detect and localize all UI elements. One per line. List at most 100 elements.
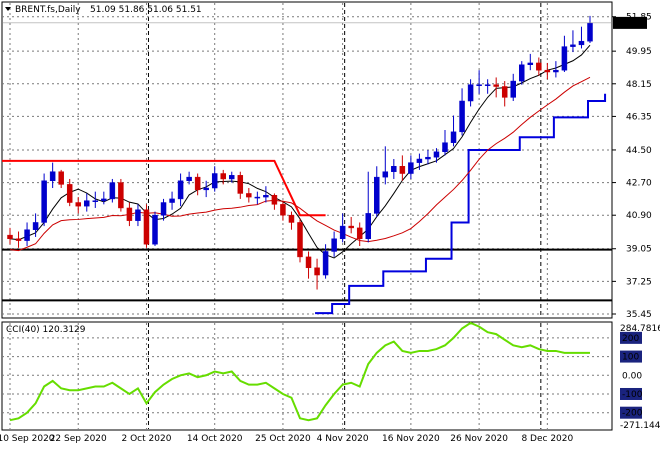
candle-bearish[interactable] [297, 222, 303, 258]
candle-bearish[interactable] [75, 202, 81, 207]
candle-bullish[interactable] [408, 162, 414, 174]
candle-bullish[interactable] [203, 187, 209, 191]
current-price-label: 51.51 [617, 19, 643, 29]
candle-bearish[interactable] [314, 267, 320, 276]
candle-bullish[interactable] [211, 173, 218, 189]
candle-bullish[interactable] [391, 166, 397, 172]
symbol-title: BRENT.fs,Daily [15, 5, 81, 15]
candle-bullish[interactable] [322, 251, 329, 276]
candle-bearish[interactable] [305, 256, 312, 269]
candle-bearish[interactable] [493, 84, 499, 87]
candle-bullish[interactable] [254, 196, 261, 199]
candle-bearish[interactable] [399, 166, 406, 174]
candle-bullish[interactable] [519, 64, 525, 82]
time-axis-label: 25 Oct 2020 [255, 434, 311, 444]
candle-bullish[interactable] [229, 175, 235, 180]
candle-bullish[interactable] [109, 182, 116, 200]
price-axis-label: 39.05 [626, 245, 652, 255]
candle-bullish[interactable] [382, 171, 389, 178]
candle-bullish[interactable] [450, 131, 457, 143]
cci-indicator-panel[interactable]: 200 100 0.00 -100 -200 284.7816 -271.144 CCI(40… [0, 320, 660, 432]
candle-bearish[interactable] [15, 238, 22, 241]
candle-bearish[interactable] [118, 182, 124, 209]
candle-bullish[interactable] [416, 158, 423, 163]
candle-bullish[interactable] [433, 151, 440, 158]
cci-min-label: -271.144 [620, 421, 660, 431]
cci-line [9, 321, 590, 422]
candle-bearish[interactable] [7, 234, 13, 240]
candle-bullish[interactable] [459, 100, 465, 133]
price-axis-label: 37.25 [626, 277, 652, 287]
candle-bullish[interactable] [561, 46, 568, 71]
dropdown-arrow-icon[interactable] [5, 7, 11, 11]
cci-level-label: 200 [622, 334, 639, 344]
candle-bearish[interactable] [143, 209, 150, 245]
price-chart[interactable]: 51.8549.9548.1546.3544.5042.7040.9039.05… [0, 0, 660, 320]
time-axis: 10 Sep 2020 22 Sep 2020 2 Oct 2020 14 Oct 2… [0, 432, 660, 450]
candle-bearish[interactable] [536, 62, 542, 71]
cci-plot-frame [1, 321, 613, 431]
candle-bullish[interactable] [263, 195, 269, 198]
candle-bullish[interactable] [467, 84, 474, 102]
candle-bullish[interactable] [578, 40, 585, 46]
candle-bullish[interactable] [135, 209, 141, 221]
price-axis-label: 46.35 [626, 112, 652, 122]
candle-bearish[interactable] [280, 204, 286, 216]
candle-bullish[interactable] [152, 214, 158, 245]
candle-bullish[interactable] [442, 142, 448, 153]
candle-bullish[interactable] [92, 200, 99, 202]
candle-bearish[interactable] [126, 207, 133, 221]
candle-bullish[interactable] [177, 180, 184, 200]
candle-bullish[interactable] [570, 44, 576, 47]
time-axis-label: 22 Sep 2020 [49, 434, 107, 444]
candle-bearish[interactable] [356, 227, 363, 240]
candle-bearish[interactable] [544, 69, 551, 73]
candle-bullish[interactable] [160, 202, 167, 216]
candle-bullish[interactable] [510, 80, 516, 98]
candle-bullish[interactable] [186, 176, 192, 182]
candle-bullish[interactable] [339, 225, 346, 240]
moving-average-slow [9, 76, 591, 252]
time-axis-label: 8 Dec 2020 [521, 434, 574, 444]
candle-bullish[interactable] [484, 84, 491, 86]
cci-level-label: -100 [622, 390, 643, 400]
price-axis-label: 44.50 [626, 146, 652, 156]
candle-bullish[interactable] [32, 222, 39, 230]
candle-bullish[interactable] [527, 62, 534, 66]
candle-bullish[interactable] [84, 200, 90, 207]
candle-bearish[interactable] [220, 173, 226, 180]
candle-bullish[interactable] [169, 198, 175, 203]
candle-bearish[interactable] [66, 184, 73, 203]
cci-level-badge [620, 331, 642, 344]
candle-bullish[interactable] [374, 176, 380, 214]
candle-bullish[interactable] [365, 213, 371, 240]
candle-bearish[interactable] [194, 176, 201, 191]
candle-bearish[interactable] [501, 86, 508, 98]
candle-bullish[interactable] [49, 171, 56, 182]
cci-level-label: 100 [622, 353, 639, 363]
cci-level-label: -200 [622, 409, 643, 419]
price-axis-label: 49.95 [626, 47, 652, 57]
candle-bullish[interactable] [587, 22, 593, 42]
candle-bullish[interactable] [24, 229, 30, 241]
candle-bullish[interactable] [41, 180, 47, 223]
candle-bullish[interactable] [331, 238, 337, 252]
cci-level-badge [620, 387, 642, 400]
trailing-stop-line [315, 93, 607, 315]
candle-bearish[interactable] [348, 225, 354, 229]
candle-bearish[interactable] [288, 214, 295, 223]
candle-bearish[interactable] [237, 175, 244, 194]
price-axis-label: 48.15 [626, 80, 652, 90]
time-axis-label: 2 Oct 2020 [121, 434, 172, 444]
candle-bullish[interactable] [553, 69, 559, 73]
time-axis-label: 4 Nov 2020 [316, 434, 369, 444]
candle-bearish[interactable] [271, 195, 278, 205]
candle-bullish[interactable] [425, 156, 431, 160]
candle-bullish[interactable] [101, 198, 107, 201]
cci-level-badge [620, 350, 642, 363]
candle-bearish[interactable] [58, 171, 64, 185]
cci-max-label: 284.7816 [620, 324, 660, 334]
candle-bullish[interactable] [476, 84, 482, 86]
candle-bearish[interactable] [246, 193, 252, 198]
